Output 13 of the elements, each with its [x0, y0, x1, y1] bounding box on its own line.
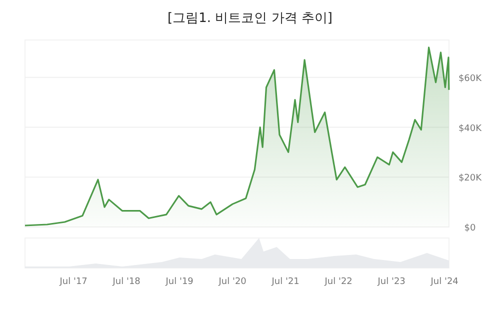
x-tick-label: Jul '24 [430, 277, 459, 287]
y-tick-label: $0 [464, 224, 476, 234]
x-tick-label: Jul '19 [164, 277, 194, 287]
y-tick-label: $40K [458, 124, 483, 134]
chart-title: [그림1. 비트코인 가격 추이] [168, 11, 332, 26]
x-tick-label: Jul '21 [270, 277, 300, 287]
y-tick-label: $20K [458, 174, 483, 184]
y-tick-label: $60K [458, 74, 483, 84]
x-tick-label: Jul '17 [58, 277, 88, 287]
x-tick-label: Jul '20 [218, 277, 247, 287]
x-tick-label: Jul '18 [112, 277, 141, 287]
x-tick-label: Jul '22 [324, 277, 352, 287]
x-tick-label: Jul '23 [376, 277, 406, 287]
